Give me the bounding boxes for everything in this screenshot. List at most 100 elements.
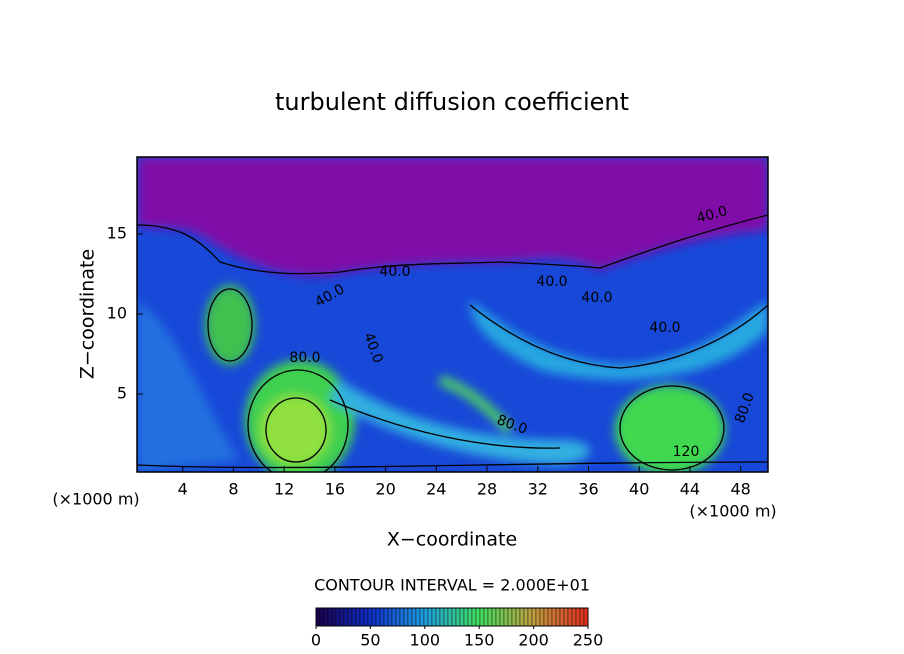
y-tick-label: 5	[117, 384, 127, 403]
x-tick-label: 48	[730, 480, 750, 499]
colorbar-cell	[563, 607, 569, 627]
colorbar-cell	[567, 607, 573, 627]
colorbar-cell	[555, 607, 561, 627]
colorbar-cell	[371, 607, 377, 627]
colorbar-cell	[463, 607, 469, 627]
colorbar-title: CONTOUR INTERVAL = 2.000E+01	[314, 576, 590, 595]
colorbar-cell	[435, 607, 441, 627]
colorbar-cell	[419, 607, 425, 627]
contour-label: 40.0	[695, 203, 729, 227]
colorbar-cell	[391, 607, 397, 627]
colorbar-cell	[387, 607, 393, 627]
x-tick-label: 28	[477, 480, 497, 499]
colorbar-cell	[407, 607, 413, 627]
colorbar-cell	[531, 607, 537, 627]
colorbar-cell	[443, 607, 449, 627]
colorbar-cell	[547, 607, 553, 627]
contour-label: 40.0	[536, 274, 567, 290]
x-tick-label: 32	[528, 480, 548, 499]
colorbar-cell	[355, 607, 361, 627]
x-unit-right: (×1000 m)	[689, 502, 776, 521]
colorbar-cell	[503, 607, 509, 627]
colorbar-cell	[331, 607, 337, 627]
x-tick-label: 4	[178, 480, 188, 499]
colorbar-tick-label: 150	[464, 631, 495, 650]
colorbar-tick-label: 50	[360, 631, 380, 650]
contour-label: 120	[673, 444, 700, 460]
colorbar-cell	[475, 607, 481, 627]
colorbar-cell	[383, 607, 389, 627]
contour-label: 80.0	[289, 350, 320, 366]
colorbar-cell	[579, 607, 585, 627]
colorbar-cell	[559, 607, 565, 627]
colorbar-cell	[423, 607, 429, 627]
colorbar-cell	[519, 607, 525, 627]
colorbar-cell	[467, 607, 473, 627]
colorbar-tick-label: 200	[518, 631, 549, 650]
colorbar-cell	[395, 607, 401, 627]
colorbar-cell	[415, 607, 421, 627]
colorbar-tick-label: 250	[573, 631, 604, 650]
x-axis-label: X−coordinate	[387, 529, 517, 551]
field	[137, 157, 768, 472]
colorbar-cell	[411, 607, 417, 627]
x-tick-label: 16	[325, 480, 345, 499]
colorbar-cell	[583, 607, 589, 627]
colorbar-cell	[543, 607, 549, 627]
colorbar-cell	[527, 607, 533, 627]
colorbar-cell	[459, 607, 465, 627]
colorbar-cell	[339, 607, 345, 627]
colorbar-cell	[535, 607, 541, 627]
colorbar-cell	[367, 607, 373, 627]
x-tick-label: 12	[274, 480, 294, 499]
y-tick-label: 15	[107, 224, 127, 243]
colorbar-cell	[431, 607, 437, 627]
colorbar-cell	[571, 607, 577, 627]
colorbar-cell	[375, 607, 381, 627]
colorbar-cell	[551, 607, 557, 627]
colorbar-cell	[575, 607, 581, 627]
y-axis-label: Z−coordinate	[77, 249, 99, 379]
colorbar-cell	[403, 607, 409, 627]
colorbar-cell	[499, 607, 505, 627]
colorbar-cell	[327, 607, 333, 627]
colorbar-cell	[507, 607, 513, 627]
colorbar-cell	[363, 607, 369, 627]
colorbar-frame	[315, 607, 589, 627]
colorbar-cell	[351, 607, 357, 627]
colorbar-cell	[379, 607, 385, 627]
x-tick-label: 36	[578, 480, 598, 499]
colorbar-cell	[483, 607, 489, 627]
x-tick-label: 24	[426, 480, 446, 499]
y-tick-label: 10	[107, 304, 127, 323]
contour-label: 40.0	[379, 264, 410, 280]
colorbar-cell	[487, 607, 493, 627]
colorbar-cell	[515, 607, 521, 627]
colorbar-cell	[399, 607, 405, 627]
colorbar-cell	[539, 607, 545, 627]
colorbar-cell	[455, 607, 461, 627]
colorbar-cell	[451, 607, 457, 627]
colorbar-cell	[479, 607, 485, 627]
colorbar-cell	[439, 607, 445, 627]
chart-title: turbulent diffusion coefficient	[275, 88, 629, 116]
colorbar-cell	[347, 607, 353, 627]
colorbar-cell	[315, 607, 321, 627]
colorbar-cell	[335, 607, 341, 627]
colorbar-cell	[359, 607, 365, 627]
x-tick-label: 40	[629, 480, 649, 499]
colorbar-tick-label: 0	[311, 631, 321, 650]
colorbar-cell	[343, 607, 349, 627]
colorbar-cell	[471, 607, 477, 627]
colorbar-cell	[495, 607, 501, 627]
colorbar-cell	[319, 607, 325, 627]
colorbar-cell	[427, 607, 433, 627]
colorbar-cell	[491, 607, 497, 627]
x-tick-label: 20	[375, 480, 395, 499]
colorbar-cell	[511, 607, 517, 627]
contour-label: 40.0	[581, 290, 612, 306]
colorbar-tick-label: 100	[410, 631, 441, 650]
colorbar-cell	[523, 607, 529, 627]
x-tick-label: 8	[228, 480, 238, 499]
